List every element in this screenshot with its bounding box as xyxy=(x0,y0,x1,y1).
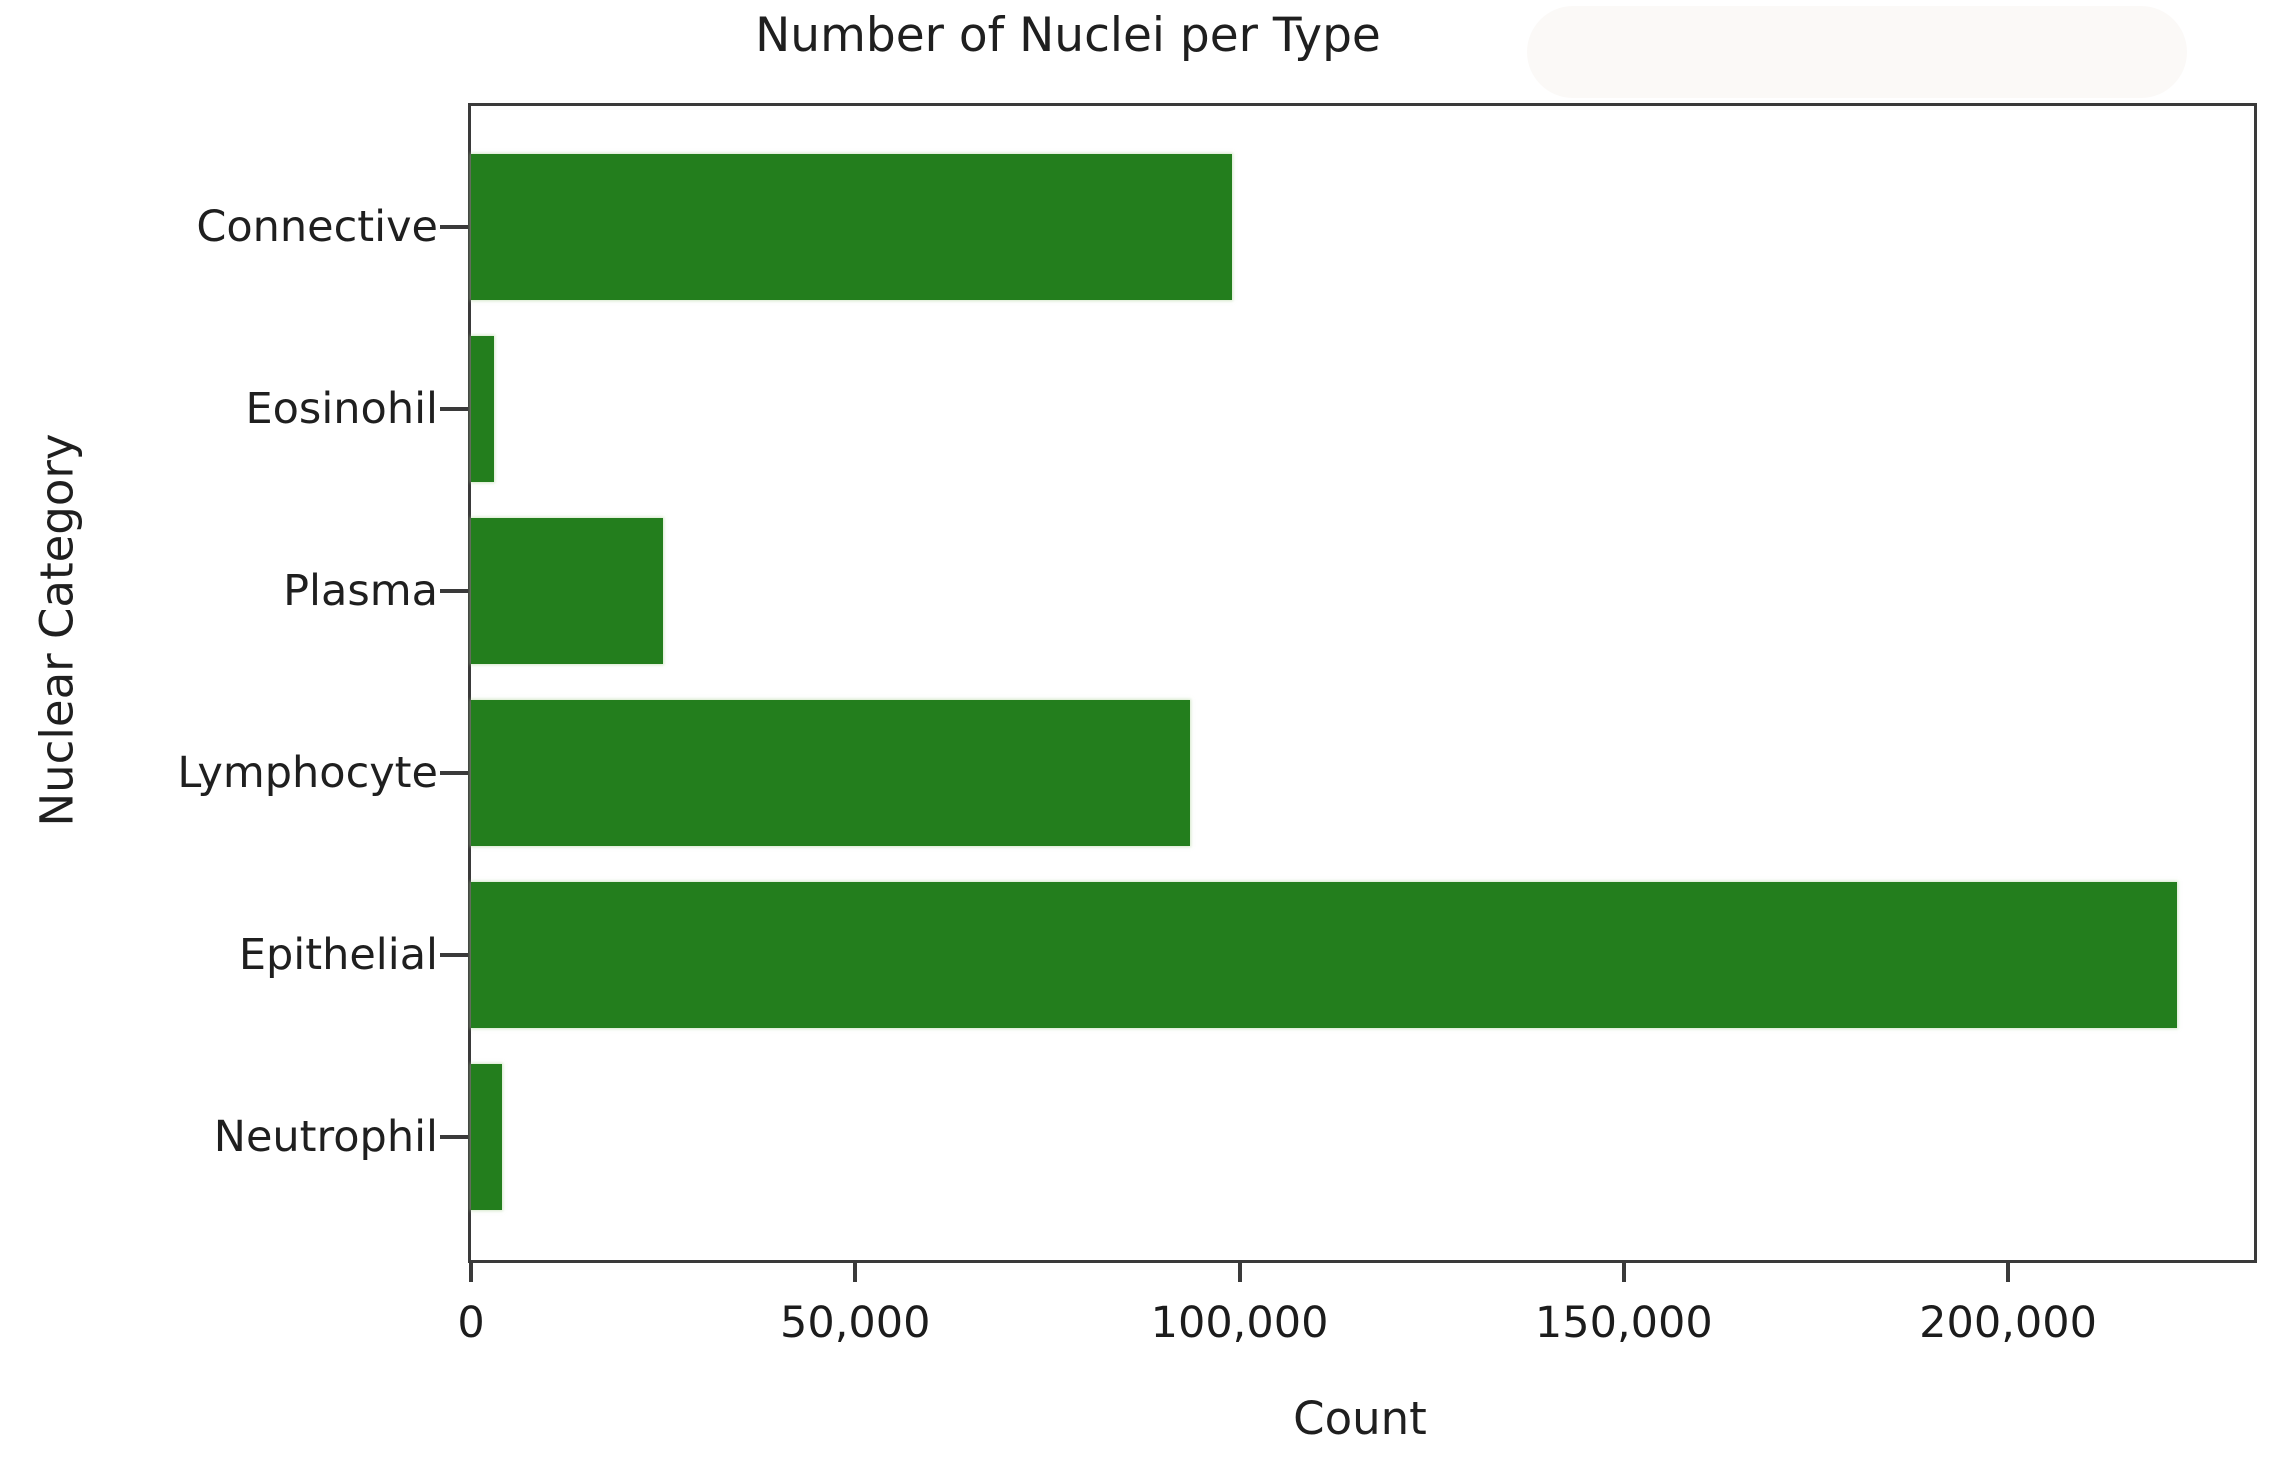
y-tick-label-lymphocyte: Lymphocyte xyxy=(177,748,438,798)
y-tick-label-epithelial: Epithelial xyxy=(238,930,438,980)
x-tick-label-50000: 50,000 xyxy=(780,1298,931,1348)
y-tick-label-neutrophil: Neutrophil xyxy=(213,1112,438,1162)
y-tick-label-connective: Connective xyxy=(196,202,438,252)
y-tick-mark xyxy=(440,771,468,775)
y-tick-mark xyxy=(440,1135,468,1139)
y-tick-mark xyxy=(440,589,468,593)
x-axis-label: Count xyxy=(1293,1392,1427,1445)
bar-epithelial xyxy=(471,882,2177,1028)
x-tick-mark xyxy=(853,1263,858,1282)
plot-area: Count Connective Eosinohil Plasma Lymphocyt… xyxy=(177,103,2257,1445)
x-tick-label-0: 0 xyxy=(457,1298,485,1348)
y-tick-label-eosinohil: Eosinohil xyxy=(245,384,438,434)
x-tick-mark xyxy=(1237,1263,1242,1282)
bar-connective xyxy=(471,154,1232,300)
y-tick-mark xyxy=(440,225,468,229)
x-tick-mark xyxy=(2006,1263,2011,1282)
x-tick-label-200000: 200,000 xyxy=(1919,1298,2097,1348)
x-tick-mark xyxy=(469,1263,473,1282)
x-tick-mark xyxy=(1621,1263,1626,1282)
y-tick-label-plasma: Plasma xyxy=(283,566,438,616)
y-tick-mark xyxy=(440,953,468,957)
bar-eosinohil xyxy=(471,336,494,482)
bar-neutrophil xyxy=(471,1064,502,1210)
x-tick-label-150000: 150,000 xyxy=(1534,1298,1713,1348)
y-tick-mark xyxy=(440,407,468,411)
chart-title: Number of Nuclei per Type xyxy=(755,8,1381,63)
x-tick-label-100000: 100,000 xyxy=(1150,1298,1329,1348)
bar-plasma xyxy=(471,518,663,664)
bar-lymphocyte xyxy=(471,700,1190,846)
faint-watermark-artifact xyxy=(1527,6,2187,98)
